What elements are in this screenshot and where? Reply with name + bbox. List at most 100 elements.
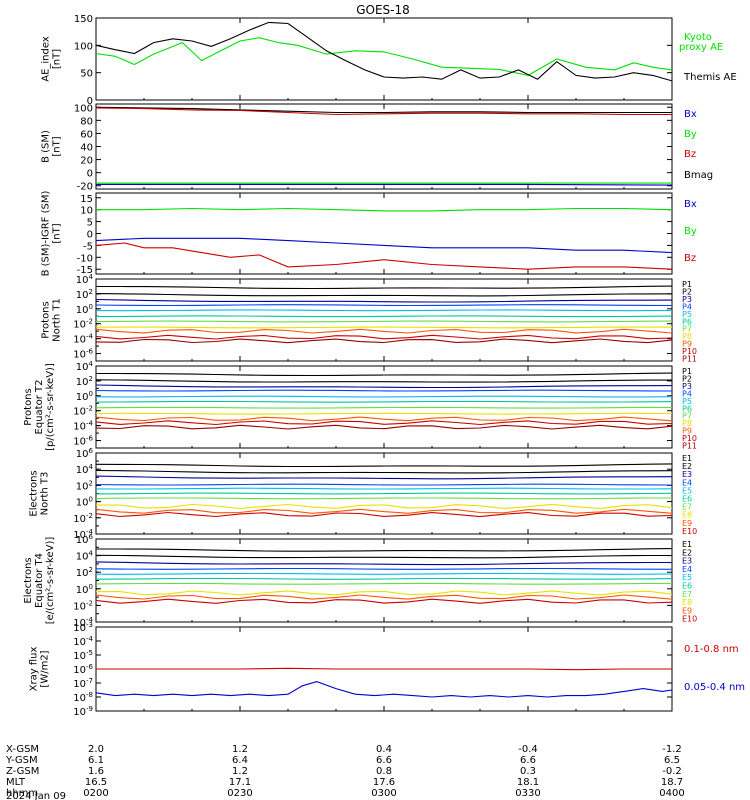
legend-p5: P5 xyxy=(682,397,692,406)
legend-p1: P1 xyxy=(682,367,692,376)
x-axis-row-value: 0.4 xyxy=(376,744,392,755)
series-e6 xyxy=(95,492,673,495)
legend-p4: P4 xyxy=(682,302,692,311)
series-p1 xyxy=(96,372,673,377)
x-axis-row-value: 18.1 xyxy=(517,777,539,788)
legend-p6: P6 xyxy=(682,404,692,413)
legend-e8: E8 xyxy=(682,598,692,607)
x-axis-row-value: 6.6 xyxy=(376,755,392,766)
y-tick-label: -10 xyxy=(77,253,93,264)
y-axis-label-line: North T1 xyxy=(52,298,63,342)
series-p8 xyxy=(95,326,673,329)
x-axis-row-value: 0400 xyxy=(659,788,684,799)
panel-frame xyxy=(95,192,673,275)
y-axis-label-line: Equator T2 xyxy=(34,380,45,435)
legend-e2: E2 xyxy=(682,548,692,557)
y-axis-label-line: [nT] xyxy=(52,223,63,243)
x-axis-row-label: Y-GSM xyxy=(5,755,38,766)
legend-p3: P3 xyxy=(682,295,692,304)
y-axis-label: Electrons North T3 xyxy=(29,470,51,516)
legend-e1: E1 xyxy=(682,540,692,549)
legend-by: By xyxy=(684,226,697,237)
series-e6 xyxy=(95,577,673,580)
y-axis-label: Xray flux [W/m2] xyxy=(29,647,51,692)
y-tick-label: 106 xyxy=(76,447,94,460)
series-0-1-0-8-nm xyxy=(96,667,672,671)
x-axis-row-value: 6.5 xyxy=(664,755,680,766)
panel-b_sm: B (SM) [nT] 100 80 60 40 20 0 -20 Bx By Bz Bmag xyxy=(41,103,714,192)
legend-e7: E7 xyxy=(682,590,692,599)
y-tick-label: 10-9 xyxy=(73,705,93,718)
series-p9 xyxy=(95,328,673,334)
legend-p7: P7 xyxy=(682,325,692,334)
y-tick-label: 102 xyxy=(76,479,93,492)
legend-p3: P3 xyxy=(682,382,692,391)
y-tick-label: 10-2 xyxy=(73,599,93,612)
y-axis-label-line: Protons xyxy=(23,388,34,425)
legend-e2: E2 xyxy=(682,462,692,471)
series-p6 xyxy=(95,400,673,403)
y-axis-label: Electrons Equator T4 [e/(cm²-s-sr-keV)] xyxy=(23,537,56,625)
series-p1 xyxy=(96,285,673,290)
series-e7 xyxy=(95,582,673,585)
y-tick-label: 104 xyxy=(76,550,94,563)
series-e1 xyxy=(96,548,673,552)
x-axis-row-value: 17.6 xyxy=(373,777,395,788)
y-tick-label: 10-2 xyxy=(73,405,93,418)
panel-electrons_t4: Electrons Equator T4 [e/(cm²-s-sr-keV)] 106… xyxy=(23,533,697,629)
plot-title: GOES-18 xyxy=(356,3,410,17)
y-tick-label: 10-6 xyxy=(73,348,93,361)
y-tick-label: 10-4 xyxy=(73,616,93,629)
series-e3 xyxy=(95,561,672,566)
y-tick-label: 100 xyxy=(76,583,93,596)
y-axis-label-line: North T3 xyxy=(40,472,51,516)
x-axis-row-value: 0200 xyxy=(83,788,108,799)
y-axis-label-line: [p/(cm²-s-sr-keV)] xyxy=(45,363,56,451)
series-p2 xyxy=(95,293,673,297)
y-tick-label: -15 xyxy=(77,265,93,276)
y-tick-label: 10-2 xyxy=(73,512,93,525)
y-tick-label: 100 xyxy=(74,103,93,114)
y-tick-label: 10-4 xyxy=(73,420,93,433)
y-tick-label: -20 xyxy=(77,182,93,193)
series-p11 xyxy=(95,338,673,344)
series-e8 xyxy=(96,503,673,510)
y-tick-label: -5 xyxy=(83,241,93,252)
panel-protons_t1: Protons North T1 104 102 100 10-2 10-4 10-6 P1P2… xyxy=(41,273,698,364)
y-axis-label-line: B (SM) xyxy=(41,130,52,163)
panel-xray: Xray flux [W/m2] 10-310-410-510-610-710-81… xyxy=(29,621,746,718)
y-tick-label: 10-5 xyxy=(73,649,93,662)
legend-proxy-ae: proxy AE xyxy=(679,42,723,53)
y-tick-label: 10-2 xyxy=(73,318,93,331)
legend-e1: E1 xyxy=(682,454,692,463)
y-tick-label: 50 xyxy=(80,69,93,80)
legend-p8: P8 xyxy=(682,332,692,341)
y-axis-label-line: [W/m2] xyxy=(40,650,51,687)
legend-p8: P8 xyxy=(682,419,692,428)
series-e8 xyxy=(96,590,673,596)
legend-e4: E4 xyxy=(682,478,692,487)
x-axis-row-value: 0230 xyxy=(227,788,252,799)
y-tick-label: 10-6 xyxy=(73,663,93,676)
x-axis-row-value: 0.8 xyxy=(376,766,392,777)
legend-p5: P5 xyxy=(682,310,692,319)
y-tick-label: 104 xyxy=(76,360,94,373)
legend-bx: Bx xyxy=(684,109,697,120)
legend-0-1-0-8-nm: 0.1-0.8 nm xyxy=(684,644,739,655)
y-tick-label: 0 xyxy=(87,230,93,241)
series-p11 xyxy=(95,424,673,430)
y-axis-label-line: Electrons xyxy=(29,470,40,516)
x-axis-row-value: 1.6 xyxy=(88,766,104,777)
y-tick-label: 100 xyxy=(76,390,93,403)
legend-e6: E6 xyxy=(682,582,692,591)
series-e5 xyxy=(95,487,673,490)
x-axis-row-value: 18.7 xyxy=(661,777,683,788)
y-tick-label: 150 xyxy=(74,14,93,25)
x-axis-row-value: -0.2 xyxy=(662,766,682,777)
y-tick-label: 40 xyxy=(80,143,93,154)
legend-e9: E9 xyxy=(682,606,692,615)
legend-e6: E6 xyxy=(682,495,692,504)
y-tick-label: 15 xyxy=(80,194,93,205)
